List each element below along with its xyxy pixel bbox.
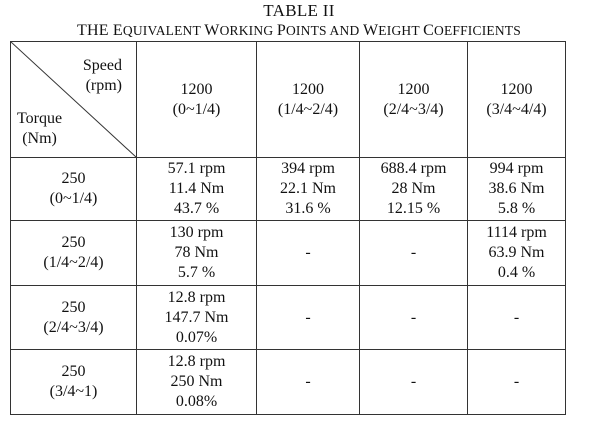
equivalent-working-points-table: Speed (rpm) Torque (Nm) 1200 (0~1/4) 120… — [10, 41, 566, 415]
empty-cell-dash: - — [305, 373, 311, 390]
row-header-range: (2/4~3/4) — [43, 318, 104, 336]
cell-line: 394 rpm — [281, 160, 335, 177]
cell-line: 57.1 rpm — [167, 160, 226, 177]
torque-label-text: Torque — [17, 110, 63, 127]
empty-cell-dash: - — [305, 308, 311, 326]
row-header-value: 250 — [61, 363, 86, 380]
table-cell: 394 rpm 22.1 Nm 31.6 % — [256, 157, 360, 221]
row-header-range: (3/4~1) — [49, 383, 98, 400]
table-cell: - — [359, 285, 468, 350]
column-header-3: 1200 (2/4~3/4) — [359, 41, 468, 158]
row-header-cell: 250 (0~1/4) — [10, 157, 137, 221]
column-header-range: (2/4~3/4) — [383, 100, 444, 118]
table-cell: 994 rpm 38.6 Nm 5.8 % — [467, 157, 566, 221]
table-cell: 12.8 rpm 147.7 Nm 0.07% — [136, 285, 257, 350]
table-cell: - — [467, 285, 566, 350]
cell-line: 22.1 Nm — [280, 180, 336, 197]
row-header-value: 250 — [61, 298, 86, 316]
cell-line: 0.4 % — [497, 264, 536, 281]
column-header-range: (1/4~2/4) — [277, 100, 339, 118]
empty-cell-dash: - — [513, 373, 520, 390]
table-cell: 57.1 rpm 11.4 Nm 43.7 % — [136, 157, 257, 221]
cell-line: 12.8 rpm — [167, 353, 226, 370]
speed-label-text: Speed — [82, 57, 122, 74]
subtitle-part: W — [362, 22, 379, 39]
torque-label: Torque (Nm) — [17, 109, 62, 149]
cell-line: 31.6 % — [285, 200, 331, 217]
empty-cell-dash: - — [410, 373, 417, 390]
table-title: TABLE II — [263, 1, 335, 20]
row-header-value: 250 — [61, 170, 86, 187]
subtitle-part: QUIVALENT — [122, 23, 205, 38]
table-cell: - — [359, 349, 468, 415]
subtitle-part: THE E — [77, 22, 123, 39]
subtitle-part: ORKING — [219, 23, 277, 38]
cell-line: 63.9 Nm — [488, 244, 545, 261]
empty-cell-dash: - — [305, 244, 311, 261]
table-cell: - — [256, 220, 360, 286]
diagonal-divider — [11, 42, 136, 157]
cell-line: 688.4 rpm — [380, 160, 447, 177]
row-header-cell: 250 (2/4~3/4) — [10, 285, 137, 350]
row-header-cell: 250 (3/4~1) — [10, 349, 137, 415]
column-header-2: 1200 (1/4~2/4) — [256, 41, 360, 158]
table-cell: 130 rpm 78 Nm 5.7 % — [136, 220, 257, 286]
header-row: Speed (rpm) Torque (Nm) 1200 (0~1/4) 120… — [10, 41, 566, 158]
column-header-value: 1200 — [397, 80, 430, 98]
cell-line: 38.6 Nm — [488, 180, 545, 197]
cell-line: 5.7 % — [177, 264, 216, 281]
table-cell: 12.8 rpm 250 Nm 0.08% — [136, 349, 257, 415]
row-header-range: (1/4~2/4) — [43, 254, 104, 271]
table-cell: 688.4 rpm 28 Nm 12.15 % — [359, 157, 468, 221]
table-subtitle: THE EQUIVALENT WORKING POINTS AND WEIGHT… — [0, 22, 598, 40]
row-header-cell: 250 (1/4~2/4) — [10, 220, 137, 286]
column-header-range: (3/4~4/4) — [486, 100, 547, 118]
column-header-4: 1200 (3/4~4/4) — [467, 41, 566, 158]
torque-unit-text: (Nm) — [22, 130, 57, 147]
empty-cell-dash: - — [513, 308, 520, 326]
column-header-range: (0~1/4) — [172, 100, 221, 118]
table-row: 250 (1/4~2/4) 130 rpm 78 Nm 5.7 % - - 1114 rpm 6… — [10, 220, 566, 286]
table-row: 250 (0~1/4) 57.1 rpm 11.4 Nm 43.7 % 394 rpm 22… — [10, 157, 566, 221]
cell-line: 0.07% — [175, 328, 218, 346]
column-header-value: 1200 — [292, 80, 324, 98]
table-cell: 1114 rpm 63.9 Nm 0.4 % — [467, 220, 566, 286]
table-cell: - — [359, 220, 468, 286]
corner-header-cell: Speed (rpm) Torque (Nm) — [10, 41, 137, 158]
table-row: 250 (2/4~3/4) 12.8 rpm 147.7 Nm 0.07% - - - — [10, 285, 566, 350]
cell-line: 11.4 Nm — [168, 180, 225, 197]
column-header-1: 1200 (0~1/4) — [136, 41, 257, 158]
cell-line: 43.7 % — [173, 200, 220, 217]
cell-line: 994 rpm — [489, 160, 544, 177]
cell-line: 12.8 rpm — [167, 288, 226, 306]
subtitle-part: P — [276, 22, 286, 39]
subtitle-part: EIGHT — [378, 23, 424, 38]
cell-line: 12.15 % — [386, 200, 441, 217]
speed-unit-text: (rpm) — [85, 77, 122, 94]
cell-line: 78 Nm — [174, 244, 219, 261]
table-cell: - — [467, 349, 566, 415]
column-header-value: 1200 — [180, 80, 213, 98]
subtitle-part: W — [204, 22, 220, 39]
cell-line: 147.7 Nm — [164, 308, 229, 326]
column-header-value: 1200 — [500, 80, 533, 98]
table-cell: - — [256, 349, 360, 415]
table-row: 250 (3/4~1) 12.8 rpm 250 Nm 0.08% - - - — [10, 349, 566, 415]
empty-cell-dash: - — [410, 308, 417, 326]
cell-line: 0.08% — [175, 393, 218, 410]
cell-line: 250 Nm — [170, 373, 223, 390]
cell-line: 5.8 % — [497, 200, 536, 217]
cell-line: 1114 rpm — [486, 224, 547, 241]
row-header-range: (0~1/4) — [49, 190, 98, 207]
table-cell: - — [256, 285, 360, 350]
subtitle-part: OEFFICIENTS — [434, 23, 521, 38]
cell-line: 28 Nm — [391, 180, 436, 197]
subtitle-part: C — [423, 22, 434, 39]
cell-line: 130 rpm — [169, 224, 224, 241]
speed-label: Speed (rpm) — [83, 56, 122, 96]
subtitle-part: OINTS AND — [285, 23, 363, 38]
row-header-value: 250 — [61, 234, 86, 251]
empty-cell-dash: - — [410, 244, 417, 261]
